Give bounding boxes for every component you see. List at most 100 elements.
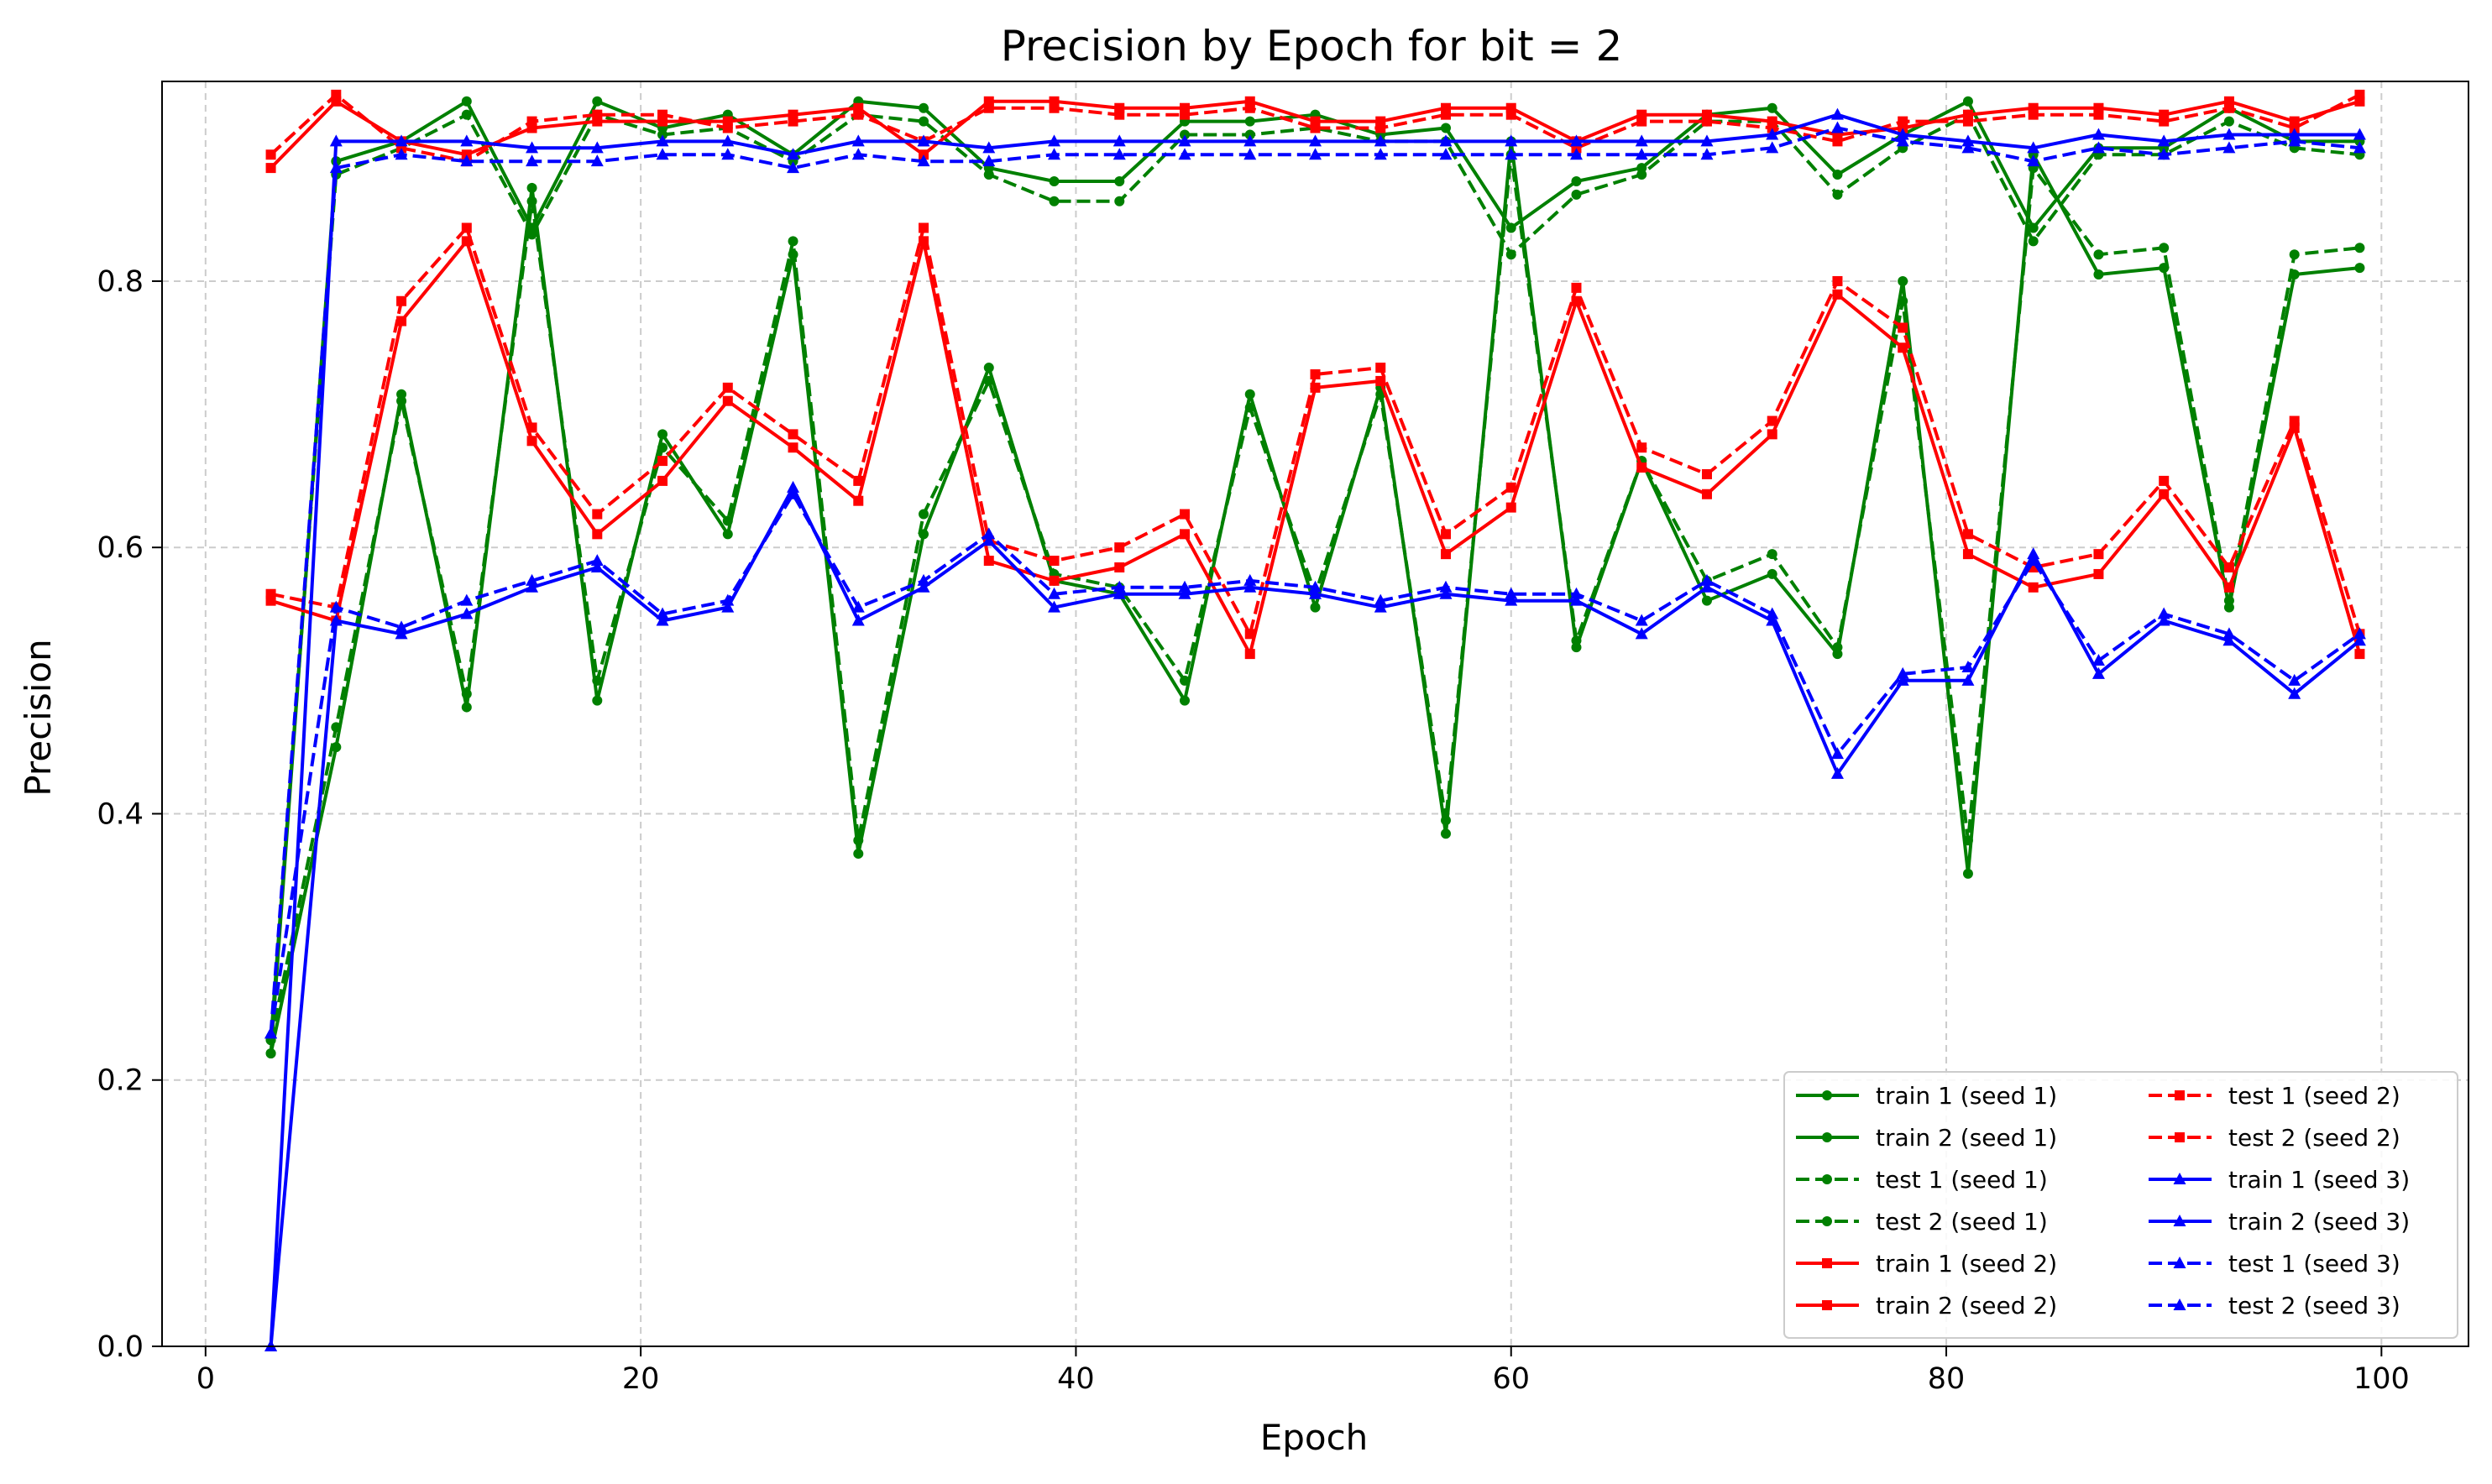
data-point [1112,148,1126,160]
data-point [1505,593,1518,606]
data-point [590,561,604,573]
data-point [526,196,537,206]
data-point [1962,835,1973,846]
data-point [460,607,474,619]
data-point [1180,509,1191,520]
data-point [1832,136,1843,147]
data-point [1700,148,1714,160]
legend-marker [1822,1132,1832,1142]
data-point [853,835,864,846]
data-point [2288,134,2301,147]
legend-entry: test 1 (seed 3) [2149,1250,2400,1278]
data-point [721,600,735,613]
series-line [270,226,2362,636]
data-point [264,1027,278,1039]
data-point [526,229,537,240]
data-point [1962,529,1973,540]
data-point [265,588,276,599]
data-point [1309,580,1322,593]
legend-marker [1822,1300,1832,1310]
data-point [1569,134,1583,147]
data-point [1049,175,1060,186]
data-point [2288,687,2301,699]
data-point [2027,554,2040,567]
data-point [1636,462,1647,473]
data-point [461,96,472,107]
data-point [2092,128,2105,140]
data-point [657,109,668,120]
legend-label: test 1 (seed 3) [2228,1250,2400,1278]
legend-label: test 2 (seed 3) [2228,1292,2400,1319]
legend-entry: train 2 (seed 1) [1796,1124,2057,1152]
data-point [526,573,539,586]
data-point [1571,282,1582,293]
legend-marker [2175,1132,2185,1142]
data-point [2353,634,2366,646]
data-point [2093,269,2104,280]
legend-label: train 2 (seed 1) [1876,1124,2057,1152]
data-point [2157,607,2170,619]
data-point [1700,580,1714,593]
data-point [1961,660,1975,672]
series-line [269,126,2360,1034]
data-point [917,580,930,593]
data-point [461,688,472,699]
plot-frame [161,81,2469,1347]
data-point [2223,102,2234,113]
data-point [1961,134,1975,147]
data-point [592,675,603,686]
data-point [656,607,669,619]
data-point [2159,243,2170,253]
data-point [592,529,603,540]
data-point [1440,109,1451,120]
data-point [1569,148,1583,160]
data-point [1962,116,1973,127]
data-point [1766,128,1779,140]
data-point [721,593,735,606]
data-point [1244,102,1255,113]
x-tick-label: 20 [622,1362,660,1396]
data-point [2027,154,2040,167]
data-point [1832,289,1843,300]
data-point [2159,475,2170,486]
data-point [2354,243,2365,253]
data-point [1244,389,1255,400]
data-point [331,722,342,733]
data-point [2222,128,2236,140]
data-point [1505,482,1516,493]
data-point [2092,141,2105,154]
data-point [1898,295,1908,306]
data-point [2093,568,2104,579]
data-point [329,134,343,147]
legend-entry: test 1 (seed 1) [1796,1166,2048,1194]
data-point [1962,549,1973,560]
data-point [1309,148,1322,160]
x-tick-label: 40 [1057,1362,1095,1396]
data-point [395,627,408,640]
data-point [2289,249,2300,260]
data-point [1375,375,1386,386]
data-point [1962,868,1973,879]
data-point [2354,89,2365,100]
data-point [788,442,798,453]
legend-label: test 2 (seed 1) [1876,1208,2048,1236]
data-point [1114,175,1125,186]
data-point [1048,148,1061,160]
data-point [1439,148,1453,160]
data-point [788,429,798,440]
data-point [2157,148,2170,160]
series-9 [264,480,2366,1351]
data-point [1112,580,1126,593]
data-point [590,554,604,567]
data-point [1767,102,1777,113]
y-axis-label: Precision [18,639,59,796]
legend-entry: train 2 (seed 3) [2149,1208,2410,1236]
data-point [590,141,604,154]
legend-label: train 2 (seed 2) [1876,1292,2057,1319]
data-point [1832,275,1843,286]
data-point [1830,747,1844,760]
data-point [1374,593,1387,606]
data-point [1767,549,1777,560]
legend-entry: train 1 (seed 1) [1796,1082,2057,1110]
data-point [1049,556,1060,567]
